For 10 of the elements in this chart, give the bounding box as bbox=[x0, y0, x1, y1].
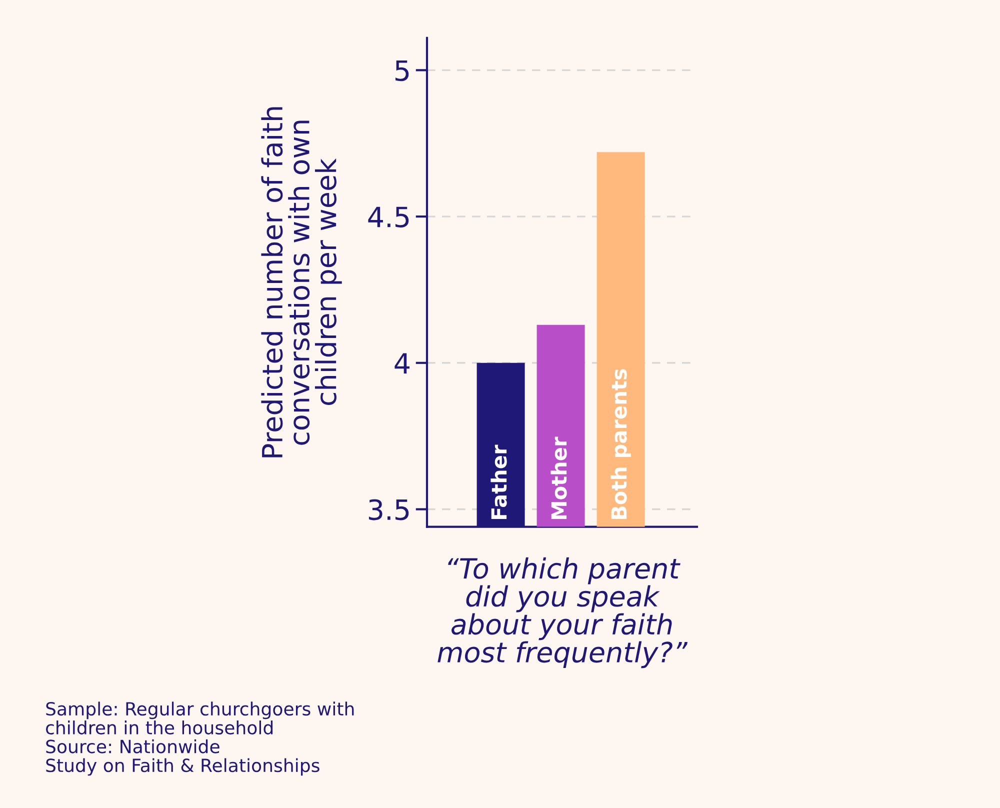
x-tick-label: Father bbox=[490, 444, 507, 520]
y-tick-label: 3.5 bbox=[368, 499, 409, 520]
x-tick-label: Mother bbox=[550, 436, 567, 520]
text: Sample: Regular churchgoers with children in the household Source: Nationwide Study on Faith & Relationships bbox=[46, 702, 354, 776]
y-tick-label: 4.5 bbox=[368, 206, 409, 228]
x-axis-title: “To which parent did you speak about your faith most frequently?” bbox=[438, 557, 688, 668]
y-axis-title: Predicted number of faith conversations with own children per week bbox=[261, 107, 342, 458]
y-tick-label: 5 bbox=[396, 60, 409, 82]
y-tick-label: 4 bbox=[394, 353, 410, 374]
x-tick-label: Both parents bbox=[610, 369, 631, 520]
